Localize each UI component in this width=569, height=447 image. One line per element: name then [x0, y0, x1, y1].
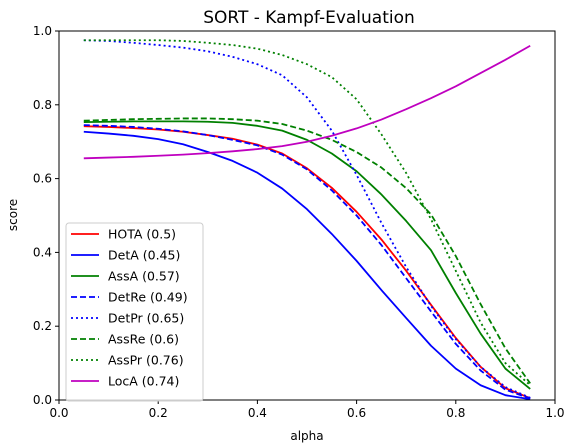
x-tick-label: 1.0: [545, 406, 564, 420]
legend-label: AssRe (0.6): [108, 332, 179, 347]
y-tick-label: 0.8: [33, 98, 52, 112]
x-tick-label: 0.2: [149, 406, 168, 420]
y-tick-label: 0.4: [33, 245, 52, 259]
series-line-3: [83, 120, 531, 390]
x-axis-label: alpha: [290, 429, 323, 443]
series-line-4: [83, 124, 531, 400]
series-line-6: [83, 117, 531, 384]
x-tick-label: 0.8: [446, 406, 465, 420]
legend-label: HOTA (0.5): [108, 227, 176, 242]
y-axis-label: score: [6, 199, 20, 231]
legend-box: [65, 222, 204, 402]
series-line-2: [83, 130, 531, 401]
legend-label: LocA (0.74): [108, 374, 179, 389]
series-line-7: [83, 39, 531, 386]
y-axis-ticks: 0.0 0.2 0.4 0.6 0.8 1.0: [33, 24, 59, 407]
legend: HOTA (0.5) DetA (0.45) AssA (0.57) DetRe (0…: [65, 222, 204, 402]
x-axis-ticks: 0.0 0.2 0.4 0.6 0.8 1.0: [49, 400, 565, 420]
y-tick-label: 1.0: [33, 24, 52, 38]
series-layer: [83, 39, 531, 401]
legend-label: DetPr (0.65): [108, 311, 184, 326]
series-line-5: [83, 39, 531, 399]
legend-label: DetRe (0.49): [108, 290, 188, 305]
chart-title: SORT - Kampf-Evaluation: [203, 8, 415, 28]
legend-label: DetA (0.45): [108, 248, 180, 263]
legend-label: AssPr (0.76): [108, 353, 184, 368]
x-tick-label: 0.6: [347, 406, 366, 420]
y-tick-label: 0.6: [33, 172, 52, 186]
legend-label: AssA (0.57): [108, 269, 180, 284]
axes-frame: [58, 30, 556, 401]
series-line-8: [83, 44, 531, 160]
y-tick-label: 0.2: [33, 319, 52, 333]
x-tick-label: 0.4: [248, 406, 267, 420]
y-tick-label: 0.0: [33, 393, 52, 407]
x-tick-label: 0.0: [49, 406, 68, 420]
